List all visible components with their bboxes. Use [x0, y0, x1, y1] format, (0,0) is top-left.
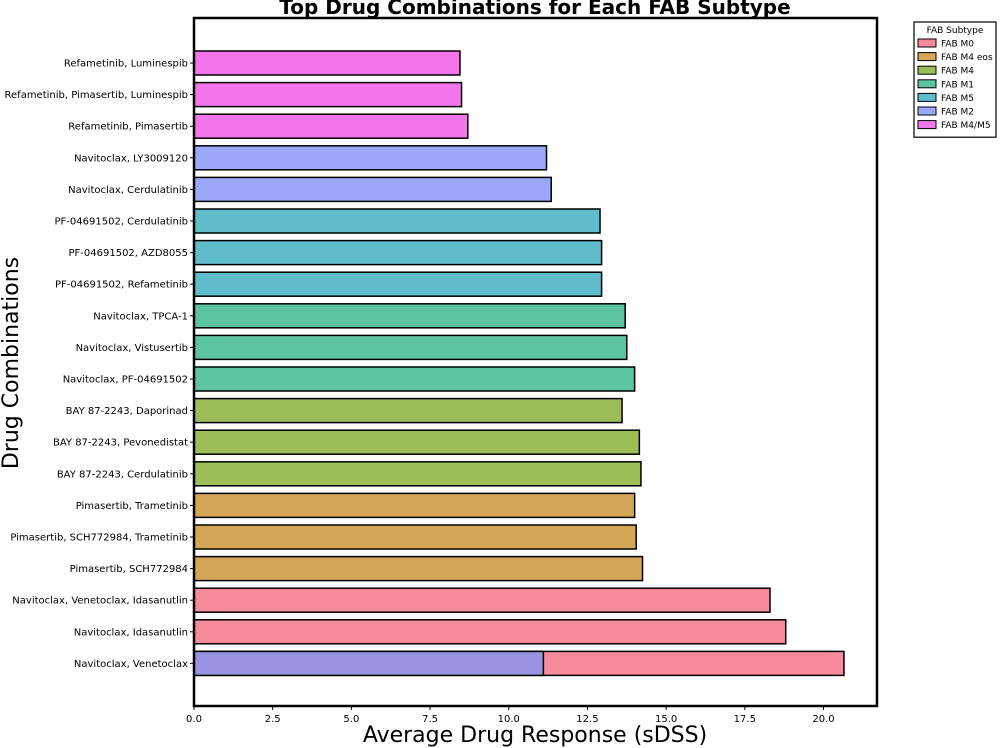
legend-swatch: [917, 65, 937, 75]
legend-entry: FAB M4 eos: [941, 53, 993, 63]
legend-title: FAB Subtype: [927, 26, 984, 36]
bar: [193, 81, 463, 108]
legend-swatch: [917, 106, 937, 116]
bar: [193, 271, 603, 297]
x-tick-label: 2.5: [265, 714, 281, 725]
x-tick-label: 20.0: [812, 714, 834, 725]
x-tick-label: 10.0: [498, 714, 520, 725]
legend-entry: FAB M4/M5: [941, 121, 991, 131]
legend-entry: FAB M1: [941, 80, 974, 90]
y-tick-label: Navitoclax, Vistusertib: [76, 343, 188, 354]
y-tick-label: Navitoclax, Idasanutlin: [74, 627, 188, 638]
y-tick-label: BAY 87-2243, Pevonedistat: [53, 438, 188, 449]
bar: [193, 429, 641, 455]
bar: [193, 176, 552, 203]
y-tick-labels: Refametinib, Luminespib Refametinib, Pima…: [5, 59, 194, 670]
y-tick-label: Navitoclax, LY3009120: [74, 153, 188, 164]
y-tick-label: Pimasertib, Trametinib: [76, 501, 188, 512]
bar: [193, 303, 626, 329]
y-tick-label: Navitoclax, Cerdulatinib: [68, 185, 188, 196]
y-tick-label: Navitoclax, TPCA-1: [93, 311, 188, 322]
bar: [193, 239, 603, 266]
y-tick-label: Navitoclax, PF-04691502: [63, 375, 188, 386]
y-tick-label: Refametinib, Pimasertib: [68, 122, 188, 133]
bar: [193, 208, 601, 234]
legend-swatch: [917, 38, 937, 48]
chart-title: Top Drug Combinations for Each FAB Subty…: [279, 0, 790, 19]
legend-swatch: [917, 79, 937, 89]
legend: FAB Subtype FAB M0 FAB M4 eos FAB M4 FAB M1 F…: [913, 21, 997, 138]
y-tick-label: Pimasertib, SCH772984, Trametinib: [10, 533, 188, 544]
bar: [193, 619, 787, 645]
bar: [193, 461, 642, 487]
legend-entry: FAB M2: [941, 108, 974, 118]
y-tick-label: Navitoclax, Venetoclax: [74, 659, 188, 670]
legend-entry: FAB M0: [941, 40, 974, 50]
bar: [193, 334, 628, 361]
y-tick-label: PF-04691502, Refametinib: [55, 280, 188, 291]
y-tick-label: Navitoclax, Venetoclax, Idasanutlin: [12, 596, 188, 607]
x-tick-label: 12.5: [576, 714, 598, 725]
bar: [193, 555, 644, 582]
y-tick-label: Pimasertib, SCH772984: [70, 564, 188, 575]
bar: [193, 587, 771, 613]
y-axis-label: Drug Combinations: [0, 257, 24, 469]
y-tick-label: BAY 87-2243, Daporinad: [66, 406, 188, 417]
bar-overlay: [193, 650, 545, 677]
legend-entry: FAB M4: [941, 67, 974, 77]
bar: [193, 524, 637, 550]
bars-layer: [193, 50, 845, 677]
y-tick-label: Refametinib, Luminespib: [64, 59, 188, 70]
bar: [193, 366, 636, 392]
y-tick-label: PF-04691502, AZD8055: [69, 248, 189, 259]
legend-swatch: [917, 52, 937, 62]
bar: [193, 145, 548, 171]
bar: [193, 50, 461, 76]
plot-frame: [192, 16, 879, 708]
bar: [193, 397, 623, 424]
legend-swatch: [917, 120, 937, 130]
x-tick-label: 5.0: [343, 714, 359, 725]
x-tick-label: 0.0: [186, 714, 202, 725]
legend-entry: FAB M5: [941, 94, 974, 104]
bar: [193, 492, 636, 519]
x-tick-label: 17.5: [734, 714, 756, 725]
x-tick-label: 7.5: [422, 714, 438, 725]
legend-swatch: [917, 92, 937, 102]
x-axis-label: Average Drug Response (sDSS): [363, 723, 707, 748]
x-tick-label: 15.0: [655, 714, 677, 725]
y-tick-label: BAY 87-2243, Cerdulatinib: [57, 469, 188, 480]
bar: [193, 113, 469, 139]
x-tick-labels: 0.0 2.5 5.0 7.5 10.0 12.5 15.0 17.5 20.0: [186, 706, 835, 725]
y-tick-label: PF-04691502, Cerdulatinib: [55, 217, 188, 228]
y-tick-label: Refametinib, Pimasertib, Luminespib: [5, 90, 188, 101]
